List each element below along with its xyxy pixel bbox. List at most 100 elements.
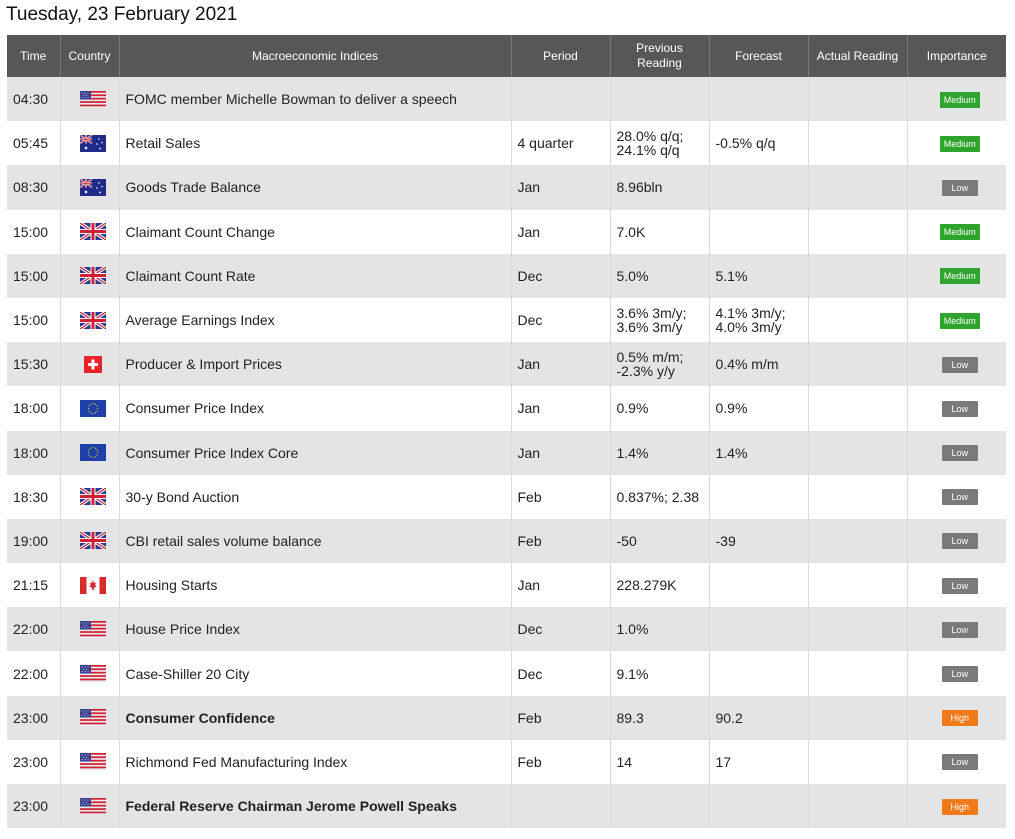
importance-cell: High (907, 695, 1006, 740)
header-time: Time (7, 35, 61, 77)
event-time: 15:00 (7, 209, 61, 254)
event-forecast (709, 209, 809, 254)
event-period: Feb (511, 739, 611, 784)
event-forecast (709, 651, 809, 696)
event-period: Dec (511, 607, 611, 652)
event-name[interactable]: Consumer Price Index (119, 386, 512, 431)
event-name[interactable]: Producer & Import Prices (119, 342, 512, 387)
event-actual (808, 739, 908, 784)
previous-value: -50 (616, 532, 637, 549)
importance-cell: Low (907, 386, 1006, 431)
importance-badge: Medium (939, 268, 980, 285)
previous-value: 1.0% (616, 621, 649, 638)
us-flag-icon (79, 797, 106, 815)
country-cell (60, 784, 120, 829)
event-name[interactable]: Claimant Count Change (119, 209, 512, 254)
event-actual (808, 209, 908, 254)
event-time: 04:30 (7, 77, 61, 122)
importance-badge: Medium (939, 91, 980, 108)
event-period: Feb (511, 695, 611, 740)
event-name[interactable]: 30-y Bond Auction (119, 474, 512, 519)
date-title: Tuesday, 23 February 2021 (6, 4, 238, 25)
previous-value: 5.0% (616, 267, 649, 284)
us-flag-icon (79, 90, 106, 108)
previous-value: 228.279K (616, 577, 677, 594)
au-flag-icon (79, 134, 106, 152)
previous-value: 28.0% q/q; 24.1% q/q (616, 128, 684, 159)
event-previous: 8.96bln (610, 165, 710, 210)
table-row[interactable]: 15:00 Claimant Count Rate Dec 5.0% 5.1% Mediu… (7, 253, 1006, 298)
event-period: Jan (511, 165, 611, 210)
table-row[interactable]: 08:30 Goods Trade Balance Jan 8.96bln Low (7, 165, 1006, 210)
table-row[interactable]: 18:30 30-y Bond Auction Feb 0.837%; 2.38 Low (7, 474, 1006, 519)
event-previous: 0.9% (610, 386, 710, 431)
header-actual: Actual Reading (808, 35, 908, 77)
event-name[interactable]: House Price Index (119, 607, 512, 652)
table-row[interactable]: 05:45 Retail Sales 4 quarter 28.0% q/q; 24.… (7, 121, 1006, 166)
event-period: 4 quarter (511, 121, 611, 166)
event-name[interactable]: Retail Sales (119, 121, 512, 166)
importance-badge: Low (941, 533, 978, 550)
event-name[interactable]: Average Earnings Index (119, 297, 512, 343)
previous-value: 14 (616, 753, 633, 770)
event-name[interactable]: Consumer Price Index Core (119, 430, 512, 475)
table-row[interactable]: 15:00 Average Earnings Index Dec 3.6% 3m/y;… (7, 297, 1006, 343)
us-flag-icon (79, 665, 106, 683)
table-row[interactable]: 15:00 Claimant Count Change Jan 7.0K Medium (7, 209, 1006, 254)
country-cell (60, 518, 120, 564)
event-actual (808, 518, 908, 564)
country-cell (60, 297, 120, 343)
table-row[interactable]: 22:00 House Price Index Dec 1.0% Low (7, 607, 1006, 652)
event-time: 15:00 (7, 253, 61, 298)
previous-value: 9.1% (616, 665, 649, 682)
table-row[interactable]: 18:00 Consumer Price Index Jan 0.9% 0.9% Low (7, 386, 1006, 431)
table-row[interactable]: 15:30 Producer & Import Prices Jan 0.5% m/m… (7, 342, 1006, 387)
event-name[interactable]: Claimant Count Rate (119, 253, 512, 298)
event-forecast: 0.4% m/m (709, 342, 809, 387)
event-actual (808, 165, 908, 210)
event-name[interactable]: Richmond Fed Manufacturing Index (119, 739, 512, 784)
event-name[interactable]: Goods Trade Balance (119, 165, 512, 210)
event-period (511, 77, 611, 122)
event-time: 22:00 (7, 651, 61, 696)
event-name[interactable]: Federal Reserve Chairman Jerome Powell S… (119, 784, 512, 829)
table-row[interactable]: 18:00 Consumer Price Index Core Jan 1.4% 1.4… (7, 430, 1006, 475)
country-cell (60, 77, 120, 122)
table-row[interactable]: 23:00 Federal Reserve Chairman Jerome Pow… (7, 784, 1006, 829)
event-name[interactable]: Case-Shiller 20 City (119, 651, 512, 696)
event-name[interactable]: Housing Starts (119, 563, 512, 608)
table-row[interactable]: 04:30 FOMC member Michelle Bowman to deli… (7, 77, 1006, 122)
forecast-value: -39 (715, 532, 736, 549)
event-previous: -50 (610, 518, 710, 564)
importance-cell: Low (907, 607, 1006, 652)
event-previous: 14 (610, 739, 710, 784)
country-cell (60, 386, 120, 431)
table-row[interactable]: 19:00 CBI retail sales volume balance Feb -… (7, 518, 1006, 564)
table-row[interactable]: 23:00 Richmond Fed Manufacturing Index Feb… (7, 739, 1006, 784)
table-row[interactable]: 23:00 Consumer Confidence Feb 89.3 90.2 High (7, 695, 1006, 740)
importance-badge: Medium (939, 135, 980, 152)
event-actual (808, 253, 908, 298)
importance-cell: Low (907, 474, 1006, 519)
event-time: 15:00 (7, 297, 61, 343)
event-period: Jan (511, 386, 611, 431)
event-actual (808, 342, 908, 387)
event-name[interactable]: Consumer Confidence (119, 695, 512, 740)
event-name[interactable]: CBI retail sales volume balance (119, 518, 512, 564)
us-flag-icon (79, 709, 106, 727)
table-row[interactable]: 22:00 Case-Shiller 20 City Dec 9.1% Low (7, 651, 1006, 696)
forecast-value: 90.2 (715, 709, 743, 726)
table-row[interactable]: 21:15 Housing Starts Jan 228.279K Low (7, 563, 1006, 608)
previous-value: 1.4% (616, 444, 649, 461)
event-actual (808, 77, 908, 122)
importance-badge: Low (941, 179, 978, 196)
event-forecast: 4.1% 3m/y; 4.0% 3m/y (709, 297, 809, 343)
event-forecast (709, 607, 809, 652)
event-previous: 5.0% (610, 253, 710, 298)
event-previous: 0.5% m/m; -2.3% y/y (610, 342, 710, 387)
country-cell (60, 253, 120, 298)
importance-cell: Low (907, 518, 1006, 564)
header-country: Country (60, 35, 120, 77)
event-name[interactable]: FOMC member Michelle Bowman to deliver a… (119, 77, 512, 122)
us-flag-icon (79, 620, 106, 638)
